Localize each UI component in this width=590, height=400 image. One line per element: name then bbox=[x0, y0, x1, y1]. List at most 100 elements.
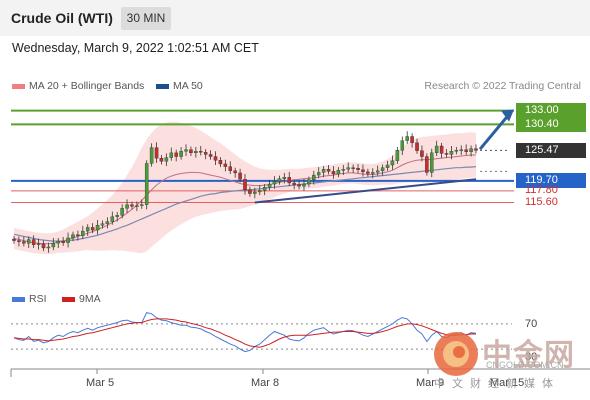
candle-body bbox=[262, 187, 267, 191]
candle-body bbox=[434, 145, 439, 154]
research-credit: Research © 2022 Trading Central bbox=[424, 80, 581, 92]
candle-body bbox=[375, 170, 380, 173]
candle-body bbox=[100, 223, 105, 226]
candle-body bbox=[248, 189, 252, 194]
candle-body bbox=[425, 156, 429, 173]
candle-body bbox=[336, 170, 341, 175]
candle-body bbox=[361, 169, 365, 173]
candle-body bbox=[459, 149, 464, 151]
legend-label-rsi: RSI bbox=[29, 293, 47, 305]
candle-body bbox=[66, 237, 70, 243]
candle-body bbox=[356, 168, 360, 170]
candle-body bbox=[464, 149, 468, 152]
candle-body bbox=[140, 204, 144, 206]
candle-body bbox=[115, 215, 119, 217]
candle-body bbox=[71, 234, 75, 239]
candle-body bbox=[184, 149, 188, 152]
x-tick-label: Mar 8 bbox=[251, 377, 280, 389]
candle-body bbox=[76, 234, 80, 236]
candle-body bbox=[174, 152, 178, 157]
rsi-line bbox=[13, 312, 477, 353]
candle-body bbox=[95, 225, 100, 231]
candle-body bbox=[238, 172, 242, 180]
candle-body bbox=[316, 172, 321, 176]
candle-body bbox=[31, 239, 36, 245]
candle-body bbox=[203, 152, 208, 155]
timeframe-button[interactable]: 30 MIN bbox=[121, 7, 171, 30]
candle-body bbox=[410, 136, 414, 143]
instrument-title: Crude Oil (WTI) bbox=[11, 10, 113, 26]
projection-arrow bbox=[478, 112, 512, 151]
candle-body bbox=[36, 243, 41, 245]
candle-body bbox=[218, 160, 223, 165]
candle-body bbox=[474, 148, 478, 151]
candle-body bbox=[179, 151, 183, 157]
candle-body bbox=[449, 151, 454, 155]
legend-item-rsi: RSI bbox=[12, 293, 47, 305]
candle-body bbox=[90, 227, 95, 231]
candle-body bbox=[228, 166, 233, 171]
watermark-domain: CNGOLD.COM.CN bbox=[486, 360, 564, 370]
datetime-label: Wednesday, March 9, 2022 1:02:51 AM CET bbox=[12, 41, 259, 55]
candle-body bbox=[366, 171, 370, 174]
candle-body bbox=[135, 205, 139, 207]
candle-body bbox=[341, 169, 346, 171]
candle-body bbox=[351, 167, 355, 169]
x-tick-label: Mar 9 bbox=[416, 377, 445, 389]
candle-body bbox=[223, 163, 228, 167]
ma50-swatch bbox=[156, 83, 169, 89]
candle-body bbox=[385, 164, 390, 168]
level-label-125-47: 125.47 bbox=[516, 142, 586, 158]
watermark-emblem-icon bbox=[434, 332, 478, 376]
candle-body bbox=[282, 177, 287, 179]
candle-body bbox=[395, 150, 400, 161]
candle-body bbox=[272, 181, 277, 185]
rsi-level-70: 70 bbox=[525, 318, 538, 330]
legend-item-9ma: 9MA bbox=[62, 293, 101, 305]
candle-body bbox=[61, 240, 65, 243]
candle-body bbox=[267, 183, 272, 188]
candle-body bbox=[331, 171, 336, 175]
candle-body bbox=[326, 169, 331, 172]
candle-body bbox=[149, 147, 154, 164]
legend-label-ma20: MA 20 + Bollinger Bands bbox=[29, 80, 145, 92]
level-label-130-40: 130.40 bbox=[516, 116, 586, 132]
candle-body bbox=[56, 240, 60, 244]
legend-label-9ma: 9MA bbox=[79, 293, 101, 305]
rsi-level-30: 30 bbox=[525, 351, 538, 363]
header-bar: Crude Oil (WTI) 30 MIN bbox=[0, 0, 590, 36]
candle-body bbox=[277, 178, 282, 182]
level-label-119-70: 119.70 bbox=[516, 173, 586, 189]
legend-item-ma20: MA 20 + Bollinger Bands bbox=[12, 80, 144, 92]
watermark-logo: 中金网 CNGOLD.COM.CN 中文财经新媒体 bbox=[432, 330, 574, 390]
level-label-117-80: 117.80 bbox=[525, 183, 558, 196]
candle-body bbox=[469, 148, 473, 152]
candle-body bbox=[120, 208, 124, 216]
candle-body bbox=[420, 150, 424, 157]
level-label-115-60: 115.60 bbox=[525, 195, 558, 208]
watermark-subtitle: 中文财经新媒体 bbox=[434, 377, 560, 390]
candle-body bbox=[233, 170, 237, 174]
candle-body bbox=[371, 172, 375, 174]
candle-body bbox=[257, 190, 262, 193]
candle-body bbox=[81, 230, 85, 236]
candle-body bbox=[208, 154, 213, 157]
x-tick-label: Mar 15 bbox=[490, 377, 525, 389]
rsi-ma-line bbox=[13, 318, 476, 348]
9ma-swatch bbox=[62, 296, 75, 302]
candle-body bbox=[302, 183, 306, 187]
level-label-133-00: 133.00 bbox=[516, 103, 586, 119]
candle-body bbox=[46, 246, 51, 249]
candle-body bbox=[444, 153, 449, 155]
candle-body bbox=[17, 240, 21, 242]
candle-body bbox=[22, 241, 26, 244]
candle-body bbox=[321, 169, 326, 173]
candle-body bbox=[415, 142, 419, 151]
candle-body bbox=[213, 156, 218, 161]
candle-body bbox=[292, 182, 296, 185]
candle-body bbox=[346, 167, 350, 170]
candle-body bbox=[144, 163, 149, 205]
trend-line bbox=[254, 178, 477, 204]
candle-body bbox=[380, 167, 385, 171]
